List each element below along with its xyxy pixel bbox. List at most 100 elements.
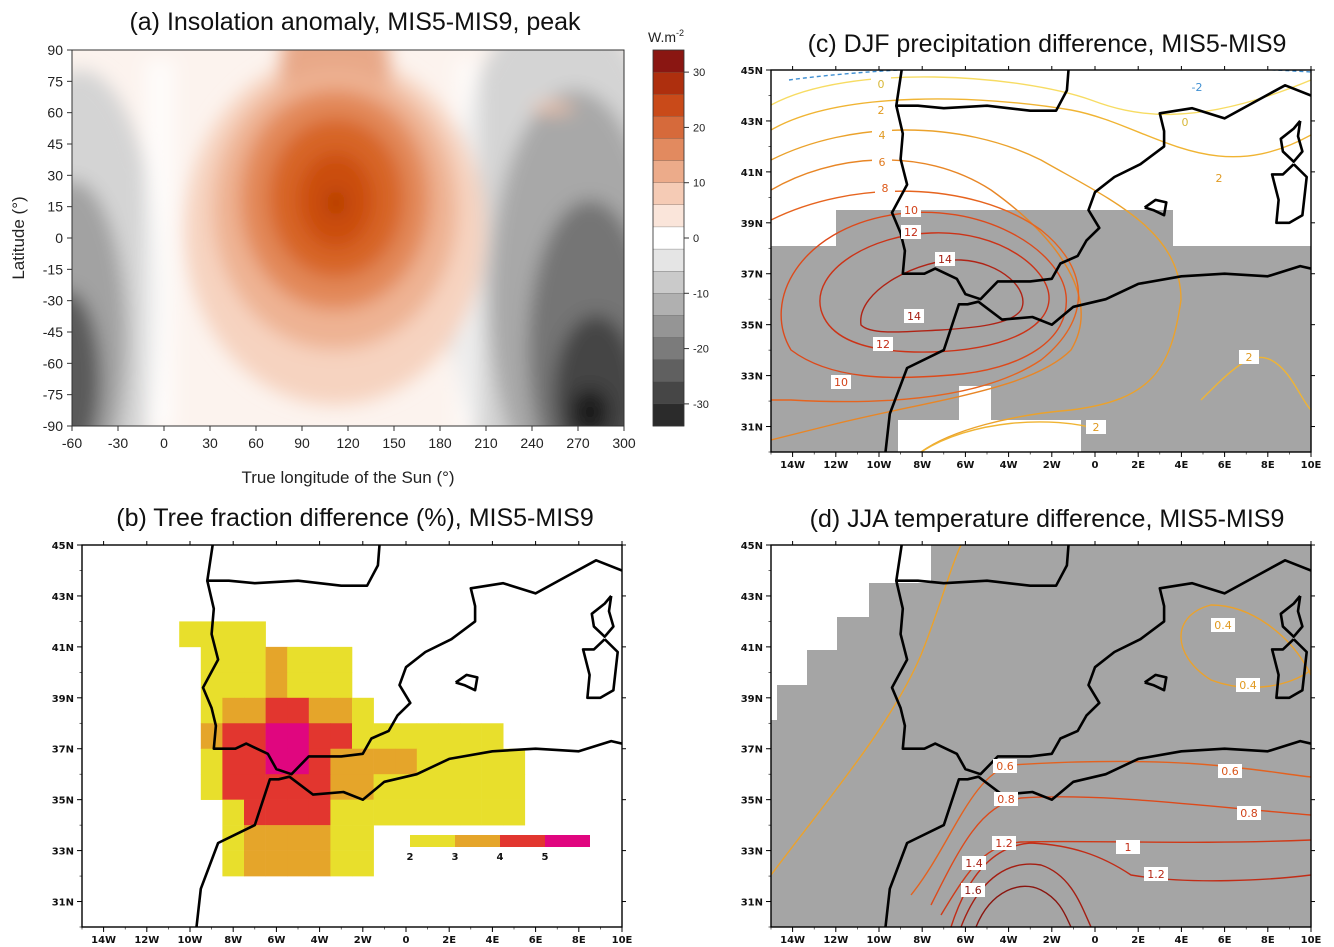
contour-0-4-east xyxy=(1180,604,1311,689)
lat-tick-label: 33N xyxy=(741,372,763,383)
tree-cell xyxy=(287,723,310,750)
contour-label-bg xyxy=(961,883,985,897)
contour-1-2 xyxy=(950,842,1311,927)
contour-label-bg xyxy=(873,337,893,351)
tree-cell xyxy=(265,646,288,673)
tree-cell xyxy=(222,723,245,750)
contour-lines xyxy=(771,545,1311,927)
tree-cell xyxy=(287,646,310,673)
tree-cell xyxy=(416,774,439,800)
x-tick-label: 0 xyxy=(160,435,168,451)
coastline xyxy=(884,545,1311,927)
lat-tick-label: 43N xyxy=(52,592,74,603)
lon-tick-label: 4W xyxy=(1000,935,1018,946)
lat-tick-label: 31N xyxy=(741,423,763,434)
contour-label-bg xyxy=(1116,840,1140,854)
panel-b-title: (b) Tree fraction difference (%), MIS5-M… xyxy=(116,504,593,532)
coast-corsica xyxy=(1279,595,1304,638)
lat-tick-label: 31N xyxy=(741,898,763,909)
neutral-band-left xyxy=(145,60,175,426)
tree-cell xyxy=(330,646,353,673)
contour-label-bg xyxy=(992,836,1016,850)
lon-tick-label: 4E xyxy=(1175,935,1189,946)
contour-label: 0.4 xyxy=(1239,679,1257,692)
colorbar-tick-label: 20 xyxy=(693,122,705,134)
tree-cell xyxy=(244,621,266,648)
lat-tick-label: 31N xyxy=(52,898,74,909)
tree-cell xyxy=(308,799,331,826)
tree-cell xyxy=(308,825,331,851)
lon-tick-label: 10W xyxy=(178,935,203,946)
coast-northAfrica xyxy=(195,739,622,927)
coast-iberiaWest xyxy=(201,559,622,776)
lon-tick-label: 10E xyxy=(612,935,633,946)
panel-c-title: (c) DJF precipitation difference, MIS5-M… xyxy=(808,30,1287,58)
tree-cell xyxy=(222,799,245,826)
tree-cell xyxy=(395,723,418,750)
tree-cell xyxy=(308,723,331,750)
lon-tick-label: 0 xyxy=(403,935,410,946)
contour-label: 0.4 xyxy=(1214,619,1232,632)
lon-tick-label: 4E xyxy=(1175,460,1189,471)
tree-cell xyxy=(308,672,331,699)
coast-mallorca xyxy=(1143,198,1168,217)
panel-a-title: (a) Insolation anomaly, MIS5-MIS9, peak xyxy=(129,8,581,36)
tree-cell xyxy=(244,697,266,724)
tree-cell xyxy=(200,748,223,775)
contour-8 xyxy=(771,190,1080,403)
coast-iberiaNorth xyxy=(895,545,1070,588)
lon-tick-label: 12W xyxy=(823,460,848,471)
panel-d: (d) JJA temperature difference, MIS5-MIS… xyxy=(741,505,1322,946)
panel-b: (b) Tree fraction difference (%), MIS5-M… xyxy=(52,504,633,946)
lon-tick-label: 2W xyxy=(1043,935,1061,946)
colorbar-ticks: 30 20 10 0 -10 -20 -30 xyxy=(684,67,709,411)
panel-a-colorbar: W.m-2 30 20 10 0 -10 -20 -30 xyxy=(648,28,709,427)
tree-cell xyxy=(200,774,223,800)
lon-tick-label: 6E xyxy=(1218,460,1232,471)
lon-tick-label: 4E xyxy=(486,935,500,946)
lon-tick-label: 10W xyxy=(867,935,892,946)
coast-iberiaNorth xyxy=(895,70,1070,113)
contour-label: 0.6 xyxy=(996,760,1014,773)
tree-cell xyxy=(438,799,461,826)
tree-cell xyxy=(308,850,331,877)
tree-cell xyxy=(200,672,223,699)
colorbar-cell xyxy=(652,204,685,228)
coastline xyxy=(884,70,1311,452)
contour-2-right xyxy=(1200,356,1311,411)
lon-tick-label: 0 xyxy=(1092,460,1099,471)
colorbar-cell xyxy=(652,116,685,139)
tree-cell xyxy=(308,748,331,775)
lon-tick-label: 4W xyxy=(311,935,329,946)
contour-label: 0.6 xyxy=(1221,765,1239,778)
lat-tick-label: 37N xyxy=(741,745,763,756)
tree-cell xyxy=(416,748,439,775)
tree-cell xyxy=(308,697,331,724)
x-tick-label: 90 xyxy=(294,435,310,451)
x-tick-label: -30 xyxy=(108,435,128,451)
x-tick-label: 150 xyxy=(382,435,406,451)
contour-label: 12 xyxy=(876,338,890,351)
y-tick-label: -45 xyxy=(43,324,63,340)
panel-a-y-axis: 90 75 60 45 30 15 0 -15 -30 -45 -60 -75 -90 xyxy=(43,42,72,434)
tree-cell xyxy=(395,799,418,826)
tree-cell xyxy=(373,748,396,775)
colorbar-tick-label: 10 xyxy=(693,178,705,190)
tree-cell xyxy=(244,850,266,877)
lon-tick-label: 14W xyxy=(780,460,805,471)
contour-label-bg xyxy=(875,181,895,195)
contour-label: 0.8 xyxy=(1240,807,1258,820)
contour-label-bg xyxy=(901,203,921,217)
contour-label-bg xyxy=(872,128,892,142)
contour-label-bg xyxy=(1144,867,1168,881)
tree-cell xyxy=(330,672,353,699)
lon-tick-label: 0 xyxy=(1092,935,1099,946)
colorbar-cell xyxy=(652,381,685,405)
y-tick-label: -30 xyxy=(43,293,63,309)
tree-cell xyxy=(460,799,482,826)
tree-cell xyxy=(244,825,266,851)
x-tick-label: 60 xyxy=(248,435,264,451)
contour-label-bg xyxy=(1209,171,1229,185)
contour-label: 1.6 xyxy=(964,884,982,897)
